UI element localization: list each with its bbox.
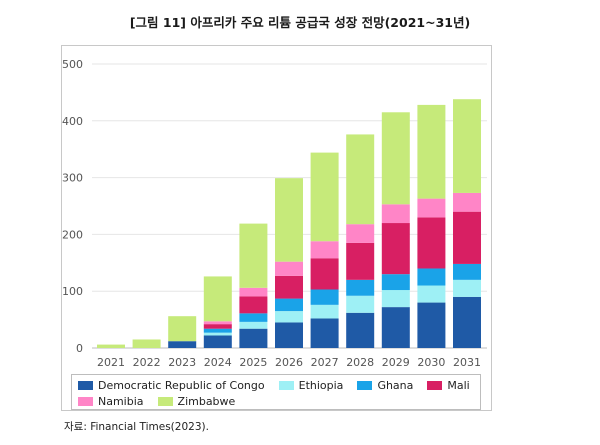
legend-label: Ethiopia (298, 379, 344, 392)
bar-namibia-2029 (381, 204, 410, 224)
legend-swatch (78, 397, 93, 406)
bar-zimbabwe-2029 (381, 112, 410, 205)
bar-zimbabwe-2021 (97, 344, 125, 348)
bar-democratic-republic-of-congo-2028 (346, 312, 375, 348)
bar-zimbabwe-2028 (346, 134, 375, 225)
bar-mali-2030 (417, 217, 446, 269)
bar-mali-2027 (310, 258, 339, 290)
bar-zimbabwe-2023 (168, 316, 197, 342)
bar-ghana-2031 (453, 263, 481, 280)
figure-title: [그림 11] 아프리카 주요 리튬 공급국 성장 전망(2021~31년) (129, 15, 471, 30)
bar-namibia-2028 (346, 224, 375, 243)
bar-namibia-2024 (203, 321, 232, 325)
legend-item-namibia: Namibia (78, 395, 144, 408)
bar-ghana-2026 (275, 298, 303, 312)
y-tick-label: 500 (62, 58, 83, 71)
legend-label: Zimbabwe (177, 395, 236, 408)
legend-label: Mali (447, 379, 470, 392)
bar-democratic-republic-of-congo-2030 (417, 302, 446, 348)
chart-legend: Democratic Republic of Congo Ethiopia Ghan… (71, 374, 481, 410)
x-tick-label: 2029 (382, 356, 410, 369)
bar-ethiopia-2030 (417, 285, 446, 303)
x-tick-label: 2028 (346, 356, 374, 369)
bar-ghana-2027 (310, 289, 339, 305)
bar-democratic-republic-of-congo-2024 (203, 335, 232, 348)
x-tick-label: 2030 (417, 356, 445, 369)
bar-ethiopia-2027 (310, 304, 339, 319)
source-note: 자료: Financial Times(2023). (64, 421, 209, 433)
x-tick-label: 2024 (204, 356, 232, 369)
legend-item-mali: Mali (427, 379, 470, 392)
bar-ghana-2024 (203, 328, 232, 333)
bar-zimbabwe-2031 (453, 99, 481, 193)
legend-swatch (78, 381, 93, 390)
bar-democratic-republic-of-congo-2031 (453, 296, 481, 348)
legend-item-ethiopia: Ethiopia (278, 379, 344, 392)
legend-swatch (357, 381, 373, 390)
legend-item-zimbabwe: Zimbabwe (157, 395, 236, 408)
bar-ghana-2030 (417, 268, 446, 286)
bar-ethiopia-2028 (346, 295, 375, 313)
legend-label: Democratic Republic of Congo (98, 379, 265, 392)
bar-zimbabwe-2024 (203, 276, 232, 322)
bar-zimbabwe-2030 (417, 104, 446, 199)
bar-mali-2026 (275, 275, 303, 299)
bar-namibia-2031 (453, 192, 481, 212)
bar-namibia-2026 (275, 261, 303, 276)
bar-zimbabwe-2022 (132, 339, 161, 348)
x-tick-label: 2031 (453, 356, 481, 369)
legend-swatch (427, 381, 443, 390)
bar-democratic-republic-of-congo-2027 (310, 318, 339, 348)
x-tick-label: 2025 (239, 356, 267, 369)
y-tick-label: 200 (62, 228, 83, 241)
bar-ethiopia-2025 (239, 321, 268, 329)
bar-democratic-republic-of-congo-2025 (239, 328, 268, 348)
bar-zimbabwe-2026 (275, 178, 303, 262)
y-tick-label: 300 (62, 172, 83, 185)
x-tick-label: 2022 (133, 356, 161, 369)
bar-mali-2031 (453, 211, 481, 264)
bar-democratic-republic-of-congo-2026 (275, 322, 303, 348)
bar-mali-2029 (381, 223, 410, 275)
y-tick-label: 400 (62, 115, 83, 128)
legend-item-ghana: Ghana (357, 379, 413, 392)
bar-namibia-2025 (239, 287, 268, 297)
bar-democratic-republic-of-congo-2023 (168, 341, 197, 348)
x-tick-label: 2027 (311, 356, 339, 369)
bar-ethiopia-2029 (381, 290, 410, 308)
bar-ghana-2025 (239, 313, 268, 322)
legend-item-democratic-republic-of-congo: Democratic Republic of Congo (78, 379, 265, 392)
bar-mali-2024 (203, 324, 232, 329)
bar-democratic-republic-of-congo-2029 (381, 307, 410, 348)
x-tick-label: 2026 (275, 356, 303, 369)
bar-namibia-2027 (310, 241, 339, 259)
legend-label: Namibia (98, 395, 144, 408)
y-tick-label: 100 (62, 285, 83, 298)
bar-namibia-2030 (417, 198, 446, 218)
x-tick-label: 2021 (97, 356, 125, 369)
legend-swatch (157, 397, 173, 406)
bar-ethiopia-2024 (203, 332, 232, 336)
bar-zimbabwe-2025 (239, 223, 268, 288)
legend-swatch (278, 381, 294, 390)
bar-mali-2028 (346, 242, 375, 280)
bar-mali-2025 (239, 296, 268, 314)
legend-label: Ghana (377, 379, 414, 392)
bar-ethiopia-2031 (453, 279, 481, 297)
bar-ethiopia-2026 (275, 311, 303, 323)
chart-frame (61, 45, 492, 411)
bar-ghana-2029 (381, 274, 410, 291)
bar-zimbabwe-2027 (310, 152, 339, 242)
y-tick-label: 0 (76, 342, 83, 355)
bar-ghana-2028 (346, 279, 375, 296)
x-tick-label: 2023 (168, 356, 196, 369)
